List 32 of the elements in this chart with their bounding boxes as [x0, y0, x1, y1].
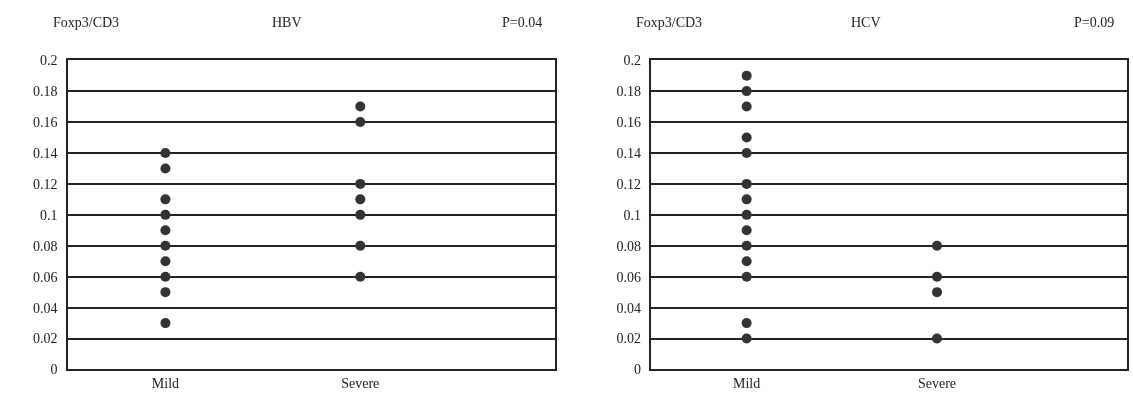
y-tick-label: 0.06: [32, 269, 58, 285]
x-tick-label: Severe: [917, 376, 957, 392]
x-tick-label: Severe: [341, 376, 380, 392]
y-tick-label: 0.16: [32, 114, 58, 130]
chart-title: HBV: [272, 15, 302, 30]
y-tick-label: 0.02: [616, 331, 641, 347]
y-tick-label: 0.12: [32, 176, 58, 192]
y-tick-label: 0.1: [623, 207, 641, 223]
x-tick-label: Mild: [733, 376, 761, 392]
y-axis-title: Foxp3/CD3: [636, 15, 703, 30]
y-tick-label: 0.06: [616, 269, 641, 285]
y-tick-label: 0.1: [39, 207, 58, 223]
y-tick-label: 0.08: [32, 238, 58, 254]
y-tick-label: 0.02: [32, 331, 58, 347]
y-tick-label: 0.14: [32, 145, 58, 161]
y-tick-label: 0.04: [32, 300, 58, 316]
y-tick-label: 0.2: [39, 53, 58, 69]
y-tick-label: 0.16: [616, 114, 641, 130]
y-tick-label: 0.18: [616, 84, 641, 100]
y-tick-label: 0: [633, 362, 641, 378]
y-tick-label: 0.2: [623, 53, 641, 69]
y-tick-label: 0.04: [616, 300, 641, 316]
y-tick-label: 0.08: [616, 238, 641, 254]
y-tick-label: 0.18: [32, 84, 58, 100]
text: P=0.09: [1074, 15, 1115, 30]
x-tick-label: Mild: [151, 376, 180, 392]
y-tick-label: 0.12: [616, 176, 641, 192]
text: P=0.04: [502, 15, 543, 30]
y-tick-label: 0: [50, 362, 58, 378]
y-tick-label: 0.14: [616, 145, 641, 161]
y-axis-title: Foxp3/CD3: [53, 15, 120, 30]
chart-title: HCV: [851, 15, 881, 30]
